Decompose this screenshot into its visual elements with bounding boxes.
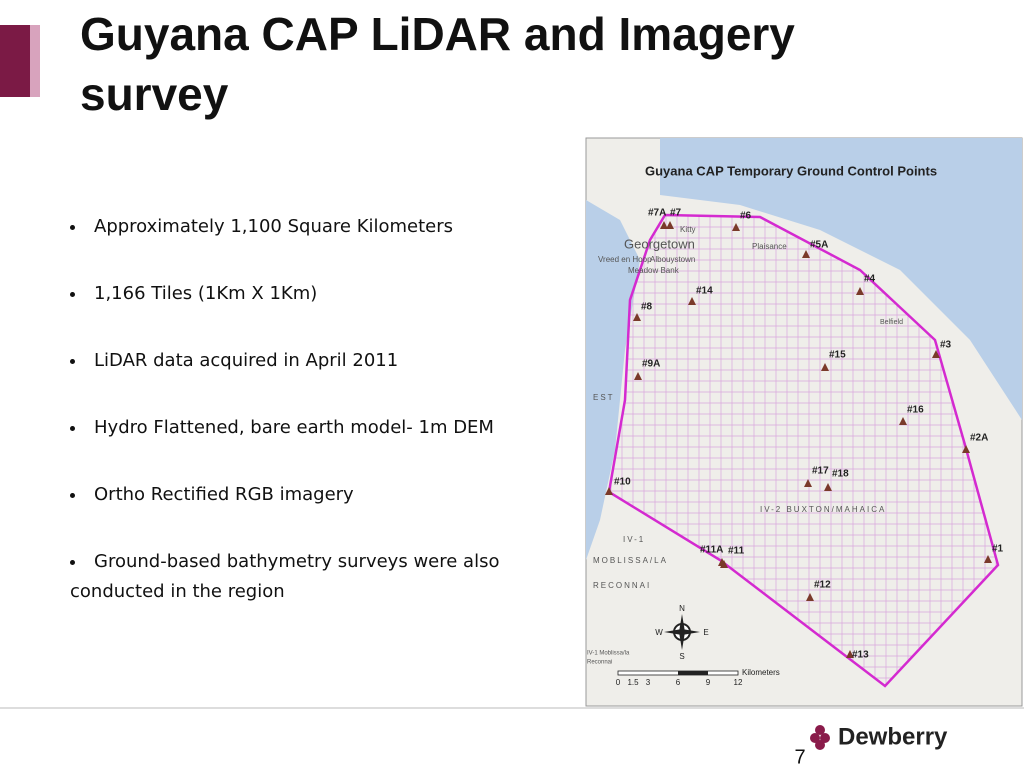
bullet-list: Approximately 1,100 Square Kilometers 1,1… (70, 212, 565, 644)
compass-label: S (679, 652, 684, 661)
bullet: Ground-based bathymetry surveys were als… (70, 547, 565, 607)
control-point (804, 479, 812, 487)
control-point (856, 287, 864, 295)
point-label: #14 (696, 286, 713, 297)
place-label: Meadow Bank (628, 266, 680, 275)
point-label: #2A (970, 433, 988, 444)
control-point (846, 650, 854, 658)
point-label: #12 (814, 580, 831, 591)
control-point (899, 417, 907, 425)
bullet: LiDAR data acquired in April 2011 (70, 346, 565, 376)
bullet: 1,166 Tiles (1Km X 1Km) (70, 279, 565, 309)
river (586, 200, 640, 560)
compass-label: N (679, 604, 685, 613)
point-label: #4 (864, 274, 876, 285)
scale-bar-fill (678, 671, 708, 675)
survey-boundary (607, 213, 1000, 688)
scale-label: 12 (734, 678, 743, 687)
point-label: #11A (700, 545, 723, 556)
control-point (824, 483, 832, 491)
control-point (984, 555, 992, 563)
scale-label: 9 (706, 678, 711, 687)
logo-text: Dewberry (838, 723, 948, 750)
bullet: Approximately 1,100 Square Kilometers (70, 212, 565, 242)
place-label: EST (593, 393, 615, 402)
point-label: #5A (810, 240, 828, 251)
compass-needle (664, 614, 700, 650)
place-label: Vreed en Hoop (598, 255, 652, 264)
control-point (660, 221, 668, 229)
point-label: #17 (812, 466, 829, 477)
map-title: Guyana CAP Temporary Ground Control Poin… (645, 163, 937, 178)
control-point (688, 297, 696, 305)
scale-label: 6 (676, 678, 681, 687)
compass-label: E (703, 628, 708, 637)
place-label: RECONNAI (593, 581, 651, 590)
page-number: 7 (794, 746, 805, 768)
point-label: #7A (648, 208, 666, 219)
place-label: IV-1 (623, 535, 645, 544)
point-label: #10 (614, 477, 631, 488)
slide-title: Guyana CAP LiDAR and Imagery survey (80, 8, 795, 120)
point-label: #16 (907, 405, 924, 416)
control-point (634, 372, 642, 380)
place-label: IV-2 BUXTON/MAHAICA (760, 505, 886, 514)
place-label: MOBLISSA/LA (593, 556, 668, 565)
logo-mark (810, 725, 830, 750)
bullet: Ortho Rectified RGB imagery (70, 480, 565, 510)
control-point (666, 221, 674, 229)
point-label: #15 (829, 350, 846, 361)
scale-label: 0 (616, 678, 621, 687)
control-point (821, 363, 829, 371)
control-point (806, 593, 814, 601)
scale-label: 1.5 (627, 678, 639, 687)
accent-bar (0, 25, 30, 97)
place-label: Belfield (880, 319, 903, 326)
place-label: Kitty (680, 225, 696, 234)
point-label: #8 (641, 302, 653, 313)
point-label: #9A (642, 359, 660, 370)
scale-unit: Kilometers (742, 668, 780, 677)
place-label: IV-1 Moblissa/la (587, 651, 630, 657)
point-label: #1 (992, 544, 1004, 555)
scale-label: 3 (646, 678, 651, 687)
control-point (962, 445, 970, 453)
control-point (633, 313, 641, 321)
point-label: #11 (728, 546, 745, 557)
control-point (720, 560, 728, 568)
point-label: #13 (852, 650, 869, 661)
control-point (732, 223, 740, 231)
place-label: Georgetown (624, 236, 695, 251)
sea (660, 138, 1022, 420)
control-point (802, 250, 810, 258)
compass-label: W (655, 628, 663, 637)
place-label: Reconnai (587, 660, 612, 666)
point-label: #6 (740, 211, 752, 222)
control-point (932, 350, 940, 358)
point-label: #3 (940, 340, 952, 351)
point-label: #18 (832, 469, 849, 480)
place-label: Albouystown (650, 255, 695, 264)
point-label: #7 (670, 208, 682, 219)
accent-strip (30, 25, 40, 97)
control-point (605, 487, 613, 495)
bullet: Hydro Flattened, bare earth model- 1m DE… (70, 413, 565, 443)
place-label: Plaisance (752, 242, 787, 251)
